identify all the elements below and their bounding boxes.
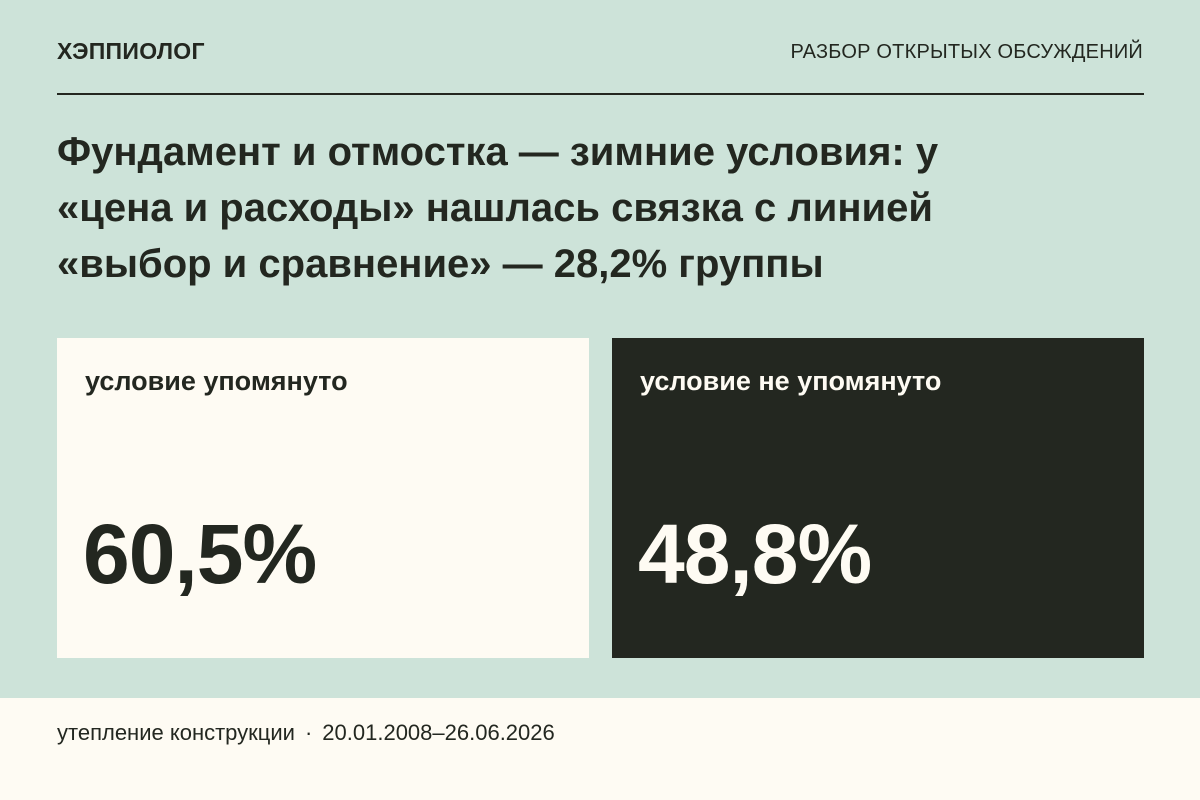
stat-card-label: условие упомянуто — [85, 366, 348, 396]
headline-line: Фундамент и отмостка — зимние условия: у — [57, 130, 939, 174]
stat-card-value: 48,8% — [638, 507, 872, 601]
headline-line: «цена и расходы» нашлась связка с линией — [57, 186, 933, 230]
stat-card-not-mentioned: условие не упомянуто 48,8% — [612, 338, 1144, 658]
section-title: РАЗБОР ОТКРЫТЫХ ОБСУЖДЕНИЙ — [790, 41, 1143, 63]
footer-period: 20.01.2008–26.06.2026 — [322, 720, 555, 745]
footer-topic: утепление конструкции — [57, 720, 295, 745]
headline: Фундамент и отмостка — зимние условия: у… — [57, 124, 1144, 292]
stat-card-mentioned: условие упомянуто 60,5% — [57, 338, 589, 658]
stat-card-value: 60,5% — [83, 507, 317, 601]
stat-card-label: условие не упомянуто — [640, 366, 942, 396]
headline-line: «выбор и сравнение» — 28,2% группы — [57, 242, 824, 286]
footer: утепление конструкции · 20.01.2008–26.06.2… — [0, 698, 1200, 800]
footer-caption: утепление конструкции · 20.01.2008–26.06.2… — [57, 720, 555, 746]
brand-logo: ХЭППИОЛОГ — [57, 38, 205, 64]
footer-separator: · — [304, 720, 313, 745]
header-divider — [57, 93, 1144, 95]
content-area: ХЭППИОЛОГ РАЗБОР ОТКРЫТЫХ ОБСУЖДЕНИЙ Фун… — [57, 38, 1144, 658]
